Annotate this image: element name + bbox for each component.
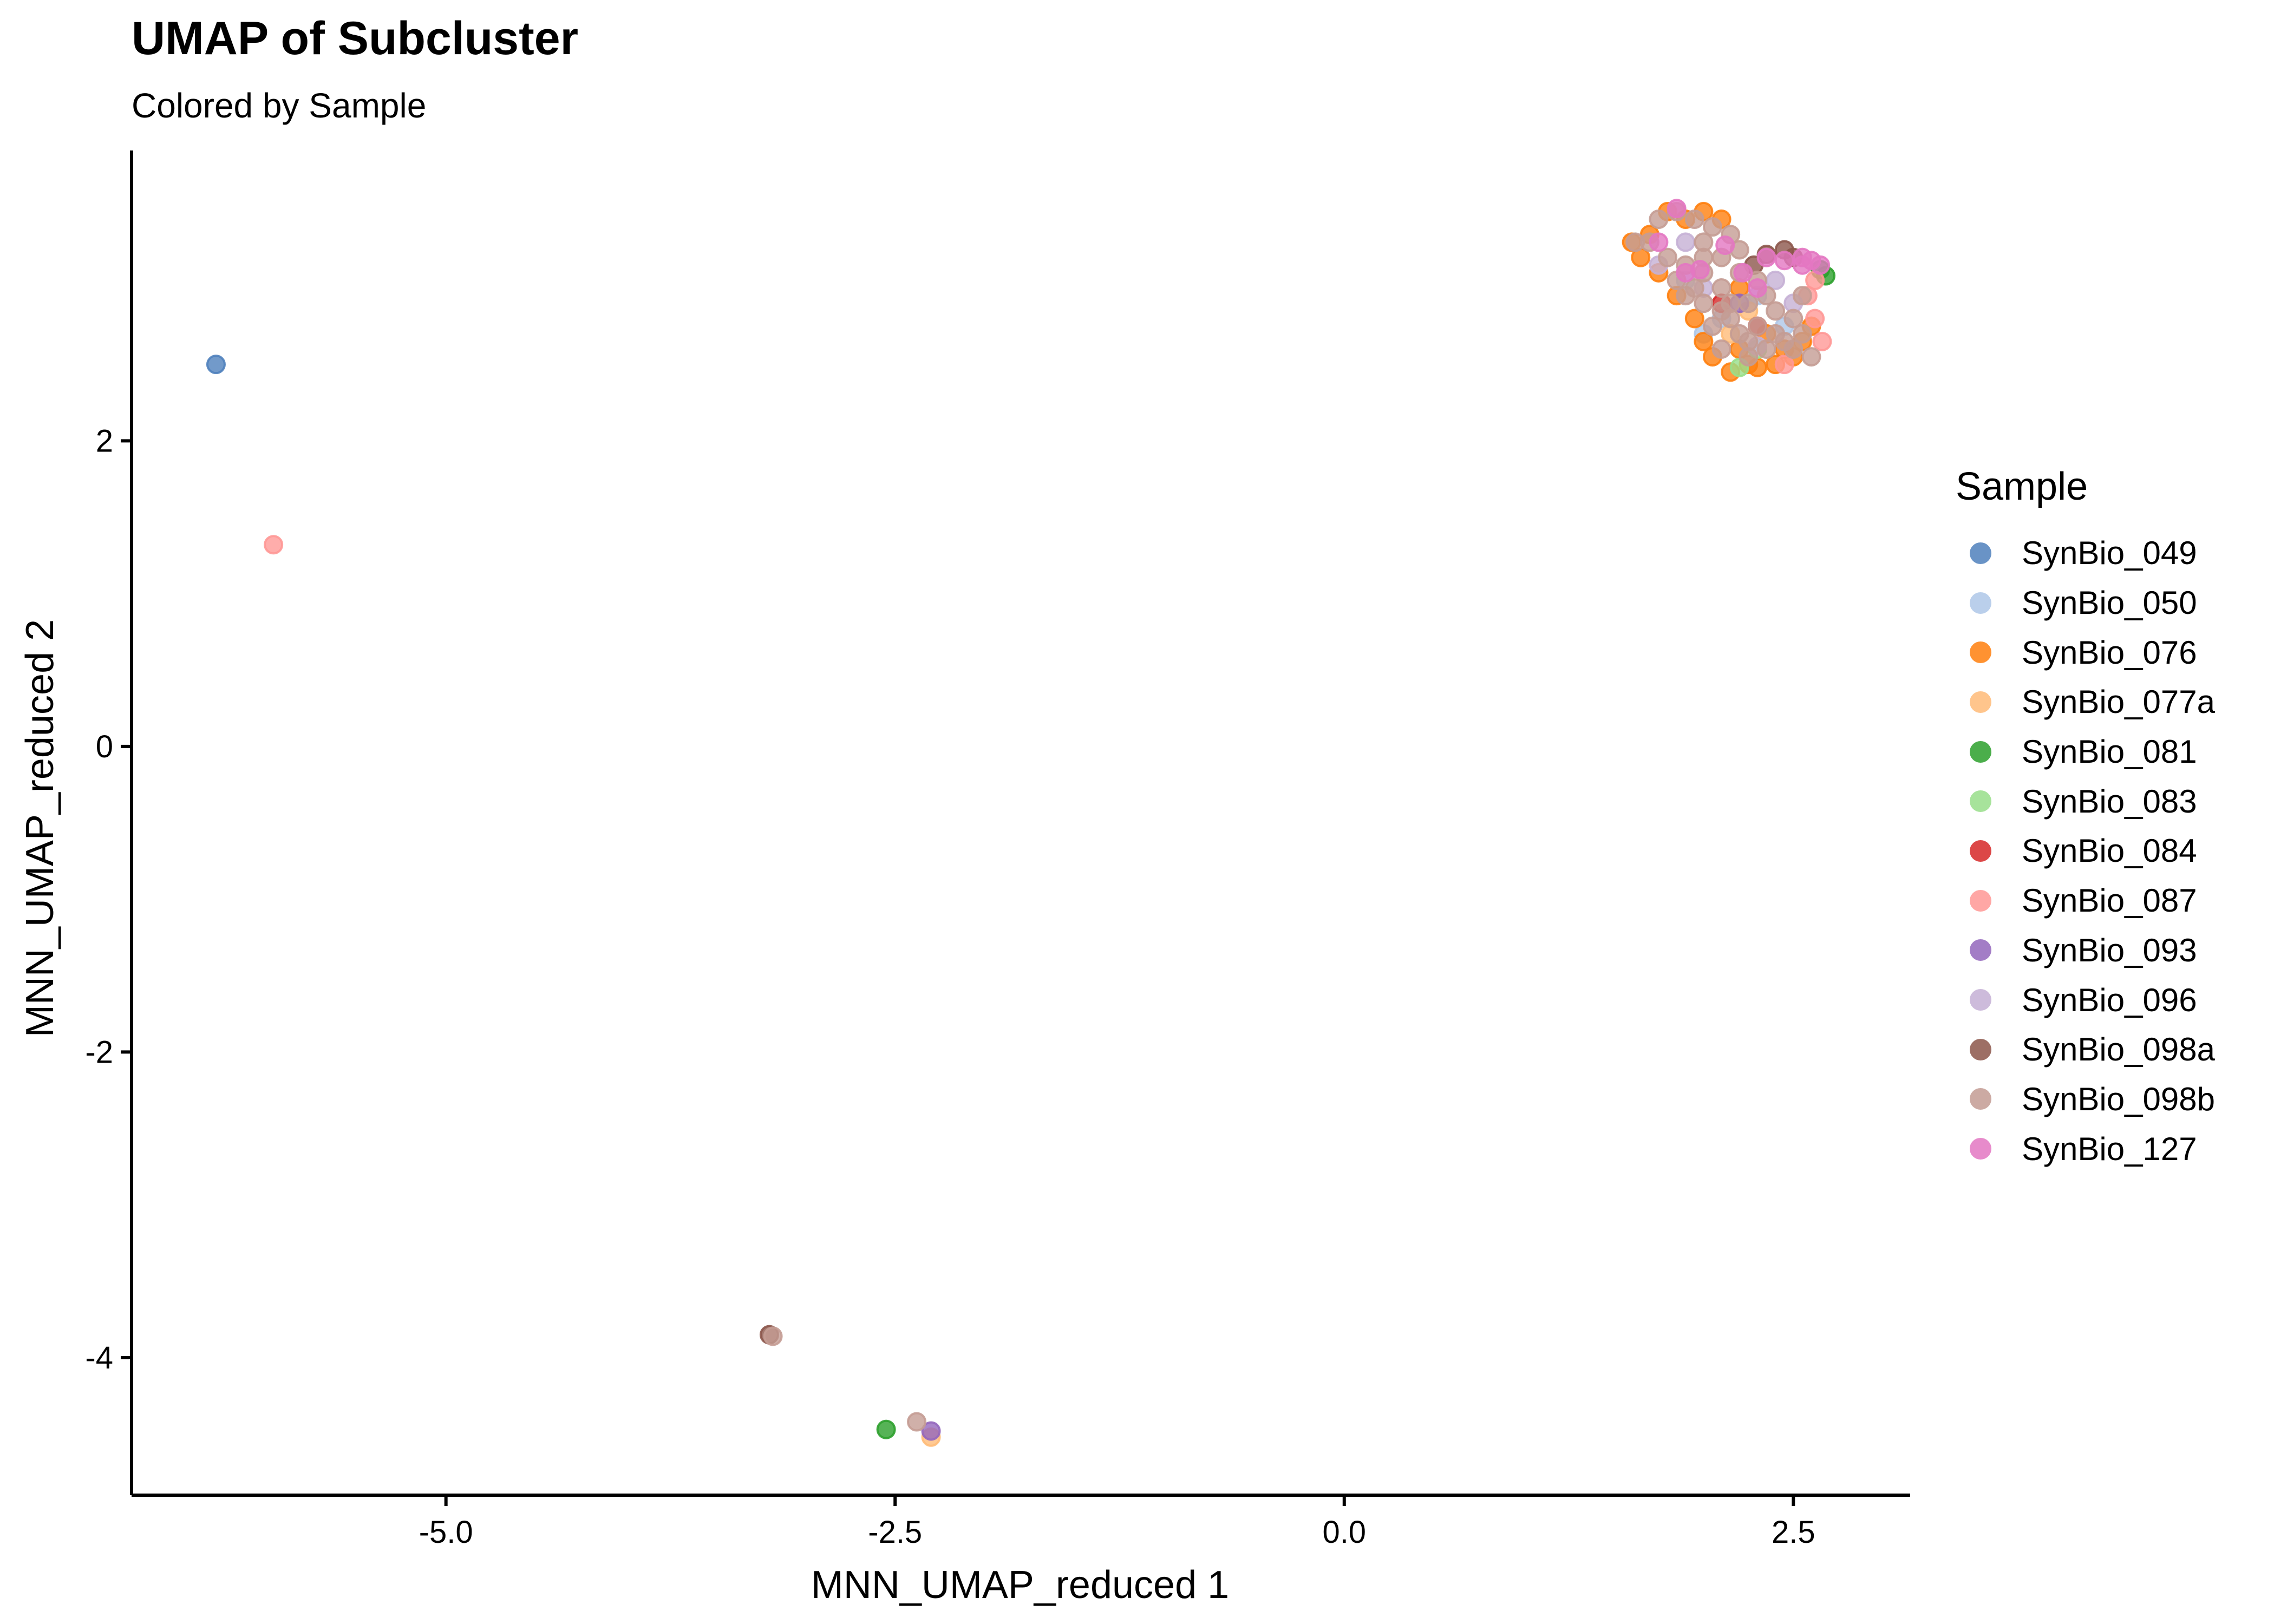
axes-layer: -5.0 -2.5 0.0 2.5 -4 -2 0 2 <box>85 150 1910 1550</box>
scatter-point <box>1658 247 1678 267</box>
legend-key-dot <box>1970 939 1991 961</box>
legend-label: SynBio_098a <box>2022 1031 2215 1068</box>
x-tick-label: 2.5 <box>1772 1515 1815 1550</box>
scatter-point <box>1649 209 1669 230</box>
legend-item: SynBio_127 <box>1956 1124 2215 1174</box>
scatter-point <box>1667 199 1687 219</box>
legend-item: SynBio_093 <box>1956 926 2215 975</box>
x-axis-title: MNN_UMAP_reduced 1 <box>811 1563 1229 1607</box>
scatter-point <box>1676 232 1696 252</box>
legend-label: SynBio_098b <box>2022 1081 2215 1117</box>
scatter-point <box>1766 324 1786 344</box>
scatter-point <box>1739 331 1759 351</box>
scatter-point <box>907 1412 927 1432</box>
scatter-point <box>1747 278 1767 298</box>
scatter-point <box>1783 309 1803 329</box>
x-tick-label: -2.5 <box>868 1515 922 1550</box>
legend-item: SynBio_083 <box>1956 776 2215 826</box>
legend-label: SynBio_077a <box>2022 684 2215 721</box>
scatter-point <box>1805 309 1825 329</box>
scatter-point <box>1783 339 1803 359</box>
legend-items: SynBio_049 SynBio_050 SynBio_076 SynBio_077… <box>1956 528 2215 1174</box>
scatter-point <box>1756 339 1776 359</box>
legend-key-dot <box>1970 542 1991 564</box>
legend-label: SynBio_096 <box>2022 981 2197 1018</box>
scatter-point <box>1711 301 1731 321</box>
scatter-point <box>1711 339 1731 359</box>
legend: Sample SynBio_049 SynBio_050 SynBio_076 Syn… <box>1956 464 2215 1174</box>
scatter-point <box>1715 235 1735 256</box>
legend-item: SynBio_098b <box>1956 1075 2215 1124</box>
scatter-point <box>763 1326 783 1346</box>
y-tick-label: 0 <box>96 729 113 764</box>
scatter-point <box>1774 251 1794 271</box>
scatter-point <box>1792 324 1812 344</box>
legend-item: SynBio_098a <box>1956 1025 2215 1075</box>
scatter-point <box>1703 217 1722 237</box>
points-layer <box>206 199 1836 1447</box>
legend-label: SynBio_076 <box>2022 634 2197 671</box>
legend-key-dot <box>1970 1038 1991 1060</box>
y-axis-title: MNN_UMAP_reduced 2 <box>18 619 62 1037</box>
scatter-point <box>1801 347 1821 367</box>
legend-key-dot <box>1970 840 1991 862</box>
legend-item: SynBio_076 <box>1956 627 2215 677</box>
legend-label: SynBio_087 <box>2022 882 2197 919</box>
legend-key-dot <box>1970 741 1991 763</box>
chart-title: UMAP of Subcluster <box>132 12 579 64</box>
scatter-point <box>1812 331 1832 351</box>
legend-key-dot <box>1970 691 1991 713</box>
legend-title: Sample <box>1956 465 2088 508</box>
scatter-point <box>264 535 284 555</box>
legend-item: SynBio_081 <box>1956 727 2215 777</box>
scatter-point <box>1733 263 1753 283</box>
scatter-point <box>1792 255 1812 275</box>
scatter-point <box>1684 309 1704 329</box>
scatter-point <box>1694 293 1714 313</box>
scatter-point <box>1684 209 1704 230</box>
scatter-point <box>1792 286 1812 306</box>
y-tick-label: -2 <box>85 1034 113 1070</box>
x-tick-label: 0.0 <box>1322 1515 1366 1550</box>
legend-item: SynBio_084 <box>1956 826 2215 876</box>
legend-item: SynBio_050 <box>1956 578 2215 628</box>
scatter-point <box>1711 278 1731 298</box>
scatter-point <box>1766 301 1786 321</box>
scatter-point <box>1684 278 1704 298</box>
legend-key-dot <box>1970 1138 1991 1160</box>
x-tick-label: -5.0 <box>419 1515 473 1550</box>
scatter-point <box>1774 355 1794 375</box>
legend-item: SynBio_077a <box>1956 677 2215 727</box>
legend-label: SynBio_093 <box>2022 932 2197 968</box>
scatter-point <box>1747 316 1767 336</box>
y-tick-label: -4 <box>85 1340 113 1376</box>
scatter-point <box>1649 232 1669 252</box>
legend-label: SynBio_049 <box>2022 535 2197 572</box>
legend-label: SynBio_084 <box>2022 833 2197 869</box>
y-tick-label: 2 <box>96 423 113 459</box>
chart-subtitle: Colored by Sample <box>132 86 427 125</box>
legend-key-dot <box>1970 1088 1991 1110</box>
scatter-point <box>1694 331 1714 351</box>
scatter-point <box>1703 316 1722 336</box>
legend-key-dot <box>1970 889 1991 912</box>
legend-label: SynBio_127 <box>2022 1130 2197 1167</box>
scatter-point <box>206 355 226 375</box>
scatter-point <box>876 1419 896 1439</box>
legend-label: SynBio_083 <box>2022 783 2197 820</box>
legend-key-dot <box>1970 592 1991 614</box>
legend-key-dot <box>1970 989 1991 1011</box>
legend-item: SynBio_049 <box>1956 528 2215 578</box>
legend-key-dot <box>1970 790 1991 813</box>
scatter-point <box>1756 247 1776 267</box>
scatter-point <box>1690 260 1710 280</box>
legend-item: SynBio_096 <box>1956 975 2215 1025</box>
legend-item: SynBio_087 <box>1956 876 2215 926</box>
scatter-point <box>921 1421 941 1441</box>
legend-label: SynBio_050 <box>2022 585 2197 621</box>
scatter-point <box>1811 255 1831 275</box>
legend-key-dot <box>1970 641 1991 664</box>
legend-label: SynBio_081 <box>2022 734 2197 770</box>
